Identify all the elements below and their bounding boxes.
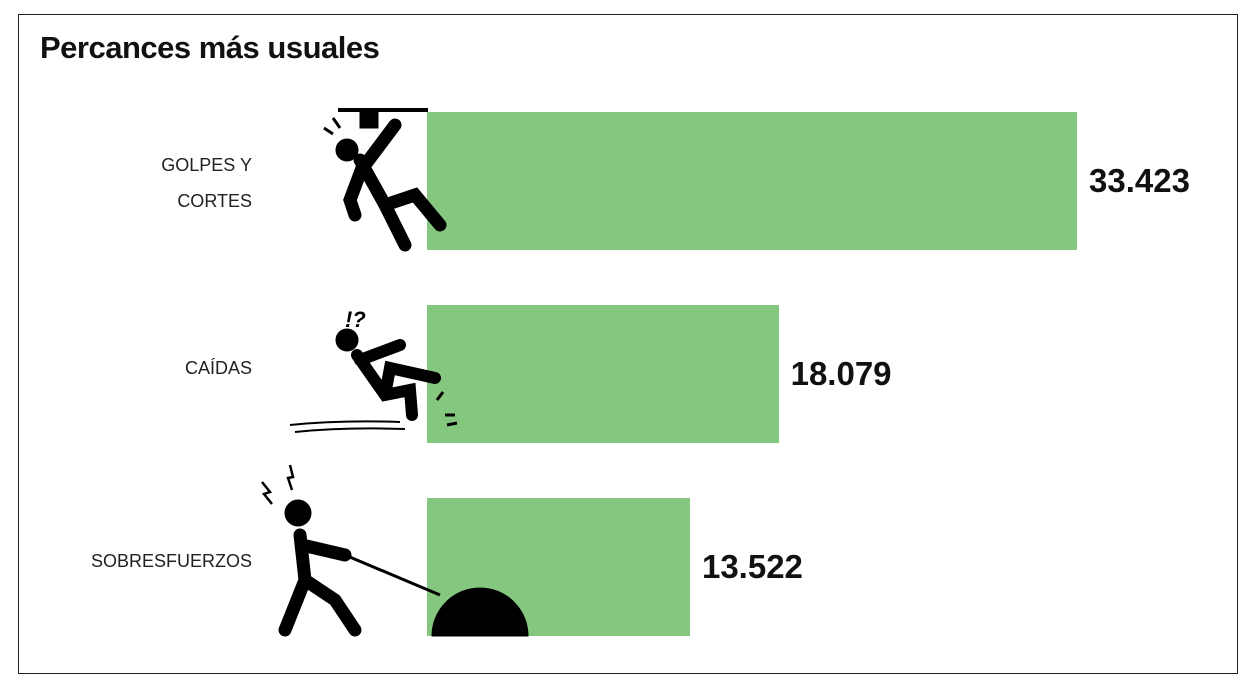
category-label: GOLPES Y CORTES [161,155,252,211]
icon-sobresfuerzos [261,464,529,637]
svg-text:!?: !? [345,307,366,332]
icon-golpes [323,108,447,252]
value-label: 18.079 [790,355,892,392]
category-label: SOBRESFUERZOS [90,551,252,571]
value-label: 13.522 [701,548,803,585]
bar [427,305,779,443]
icon-caidas: !? [289,307,458,433]
bar [427,112,1077,250]
value-label: 33.423 [1089,162,1190,199]
chart-title: Percances más usuales [40,30,380,65]
category-label: CAÍDAS [184,358,252,378]
